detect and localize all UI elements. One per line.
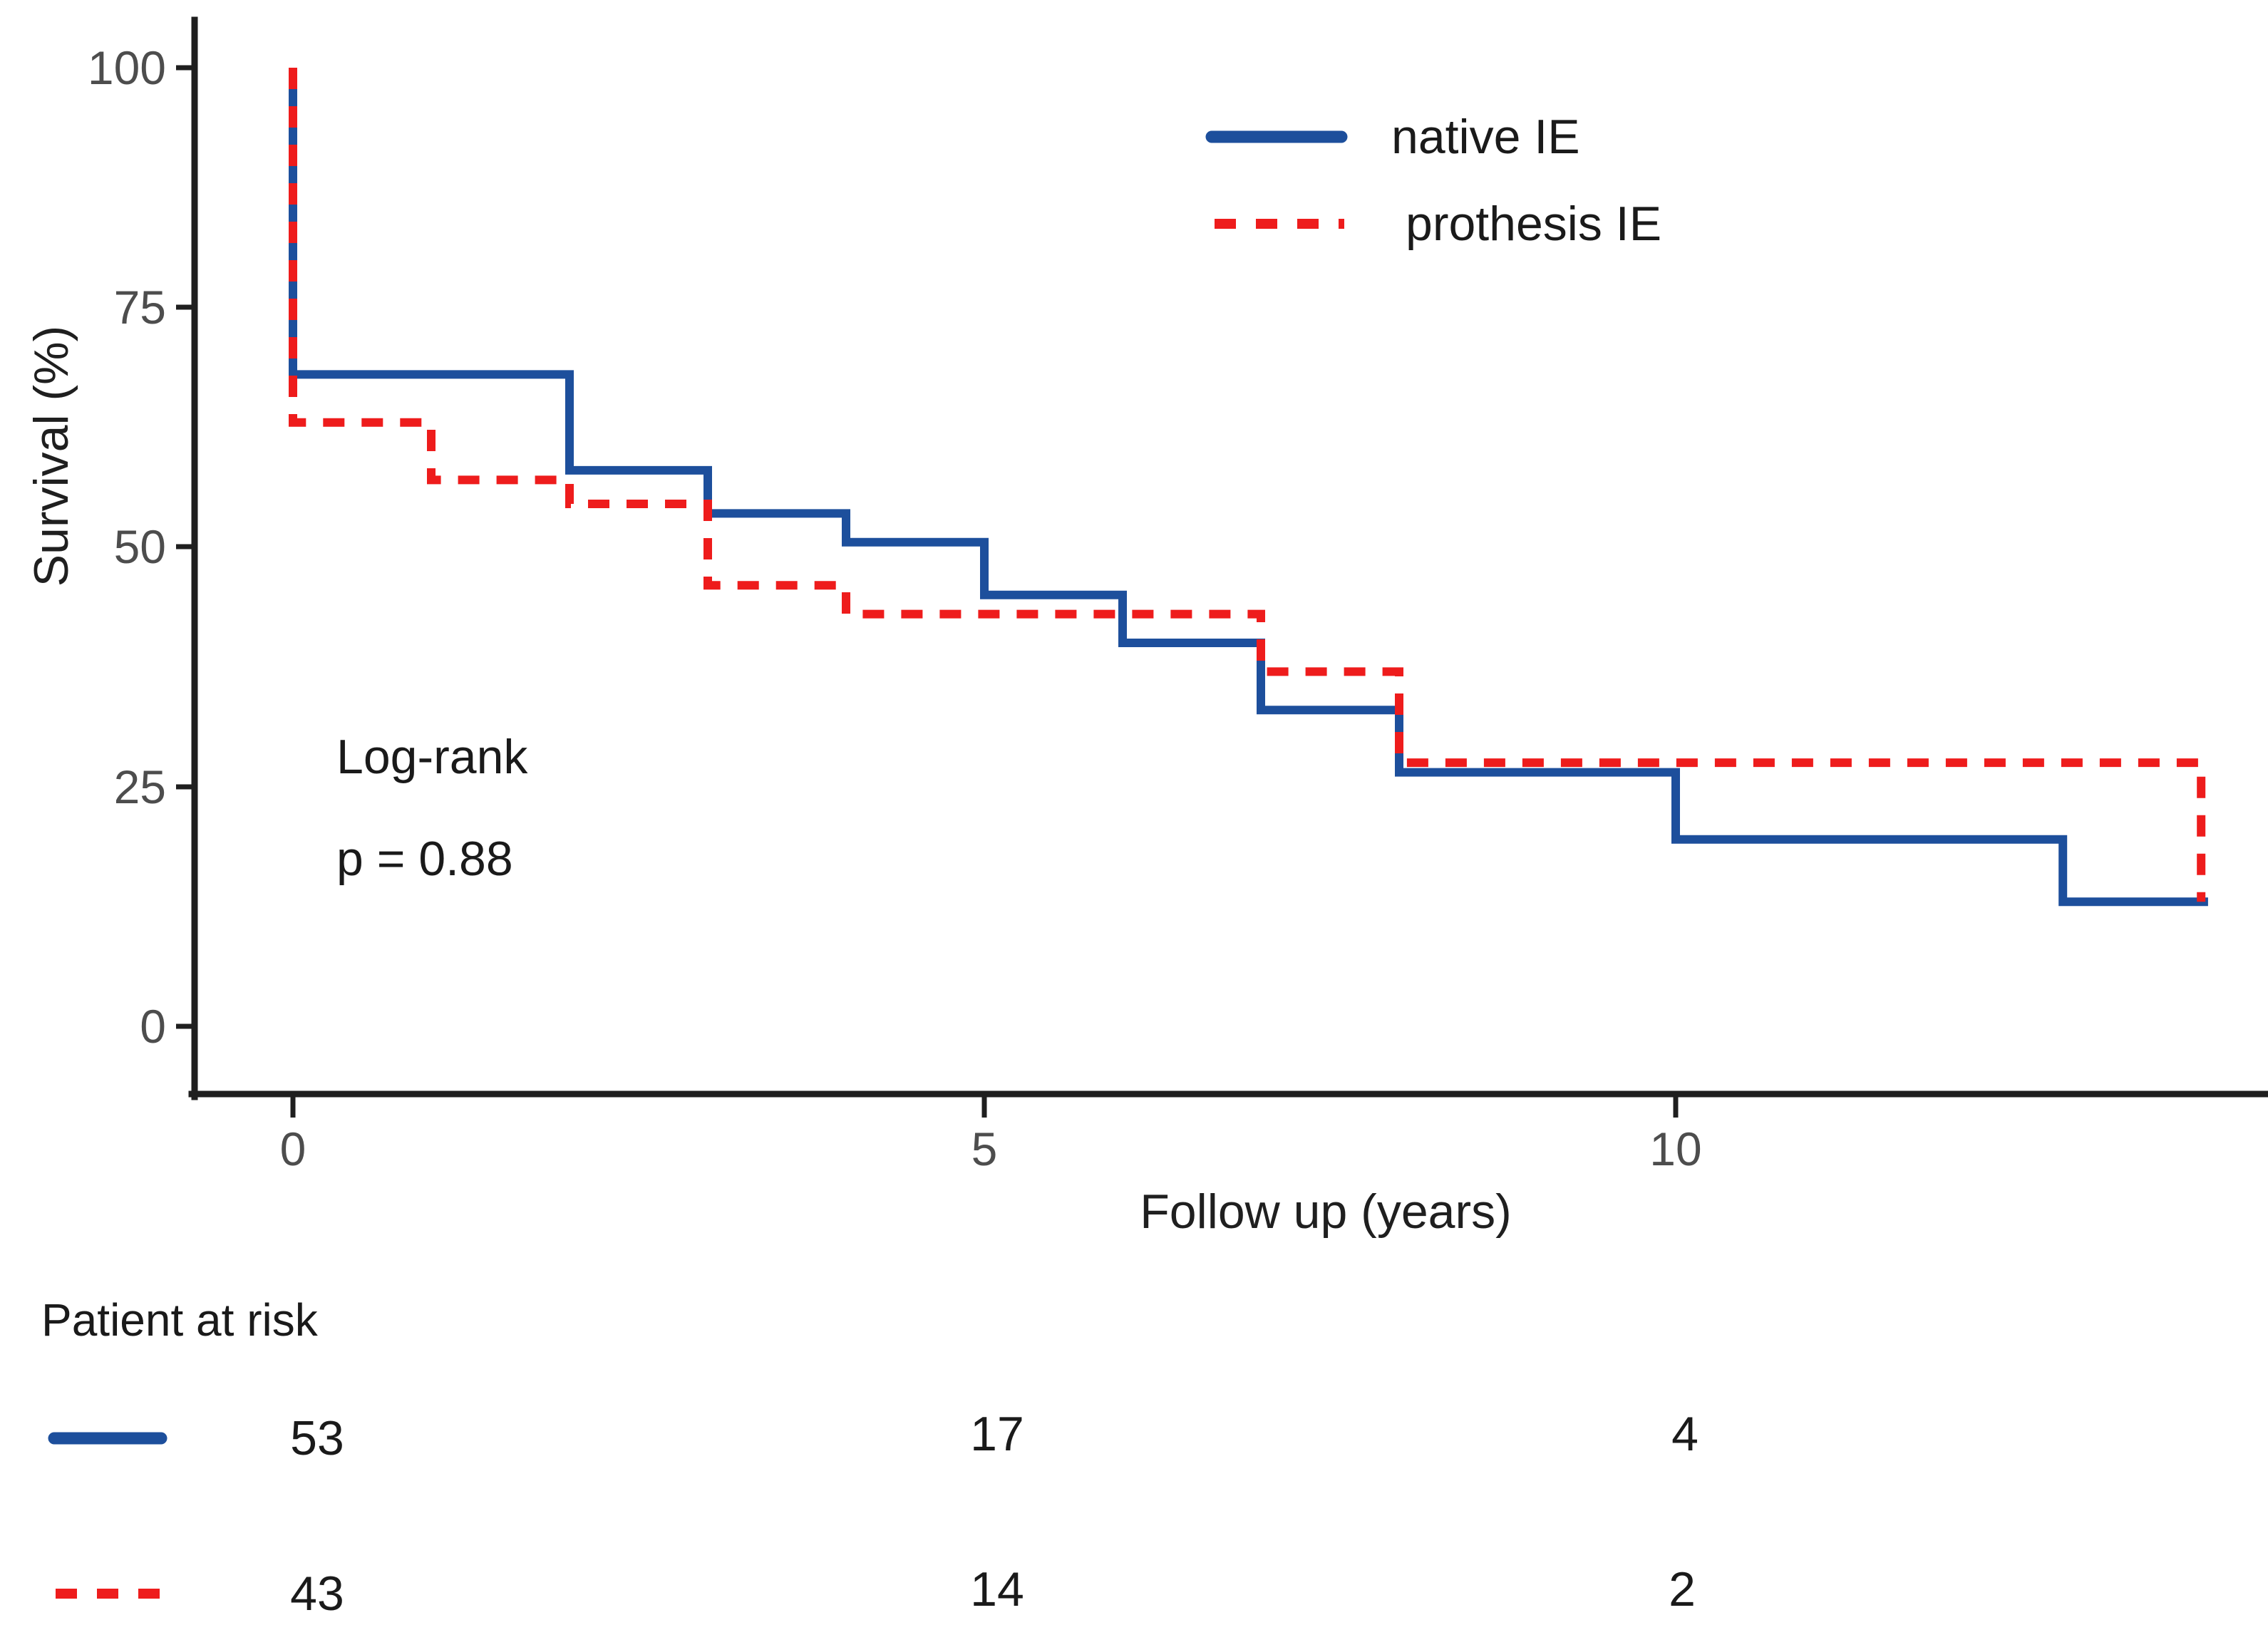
risk-prothesis-count-t5: 14 (970, 1562, 1024, 1616)
y-tick-label-75: 75 (114, 281, 166, 334)
x-axis-ticks: 0 5 10 (280, 1095, 1702, 1175)
logrank-pvalue: p = 0.88 (336, 832, 513, 886)
legend: native IE prothesis IE (1205, 110, 1661, 251)
x-tick-label-5: 5 (971, 1123, 998, 1175)
risk-native-count-t10: 4 (1671, 1407, 1699, 1461)
risk-prothesis-count-t10: 2 (1669, 1562, 1696, 1616)
risk-native-count-t5: 17 (970, 1407, 1024, 1461)
x-tick-label-0: 0 (280, 1123, 306, 1175)
risk-native-count-t0: 53 (290, 1411, 344, 1465)
x-axis-title: Follow up (years) (1140, 1185, 1512, 1239)
prothesis-ie-curve (289, 68, 2206, 902)
y-tick-label-100: 100 (88, 41, 166, 94)
risk-prothesis-count-t0: 43 (290, 1567, 344, 1621)
native-ie-curve (289, 68, 2208, 907)
x-tick-label-10: 10 (1649, 1123, 1701, 1175)
legend-prothesis-label: prothesis IE (1406, 197, 1661, 251)
legend-native-label: native IE (1391, 110, 1580, 164)
risk-table-title: Patient at risk (41, 1294, 319, 1346)
y-tick-label-0: 0 (140, 1000, 166, 1053)
logrank-label: Log-rank (336, 730, 528, 784)
y-axis-ticks: 100 75 50 25 0 (88, 41, 194, 1053)
y-axis-title: Survival (%) (24, 326, 78, 587)
y-tick-label-50: 50 (114, 520, 166, 573)
risk-table: Patient at risk 53 17 4 43 14 2 (41, 1294, 1699, 1621)
y-tick-label-25: 25 (114, 760, 166, 813)
